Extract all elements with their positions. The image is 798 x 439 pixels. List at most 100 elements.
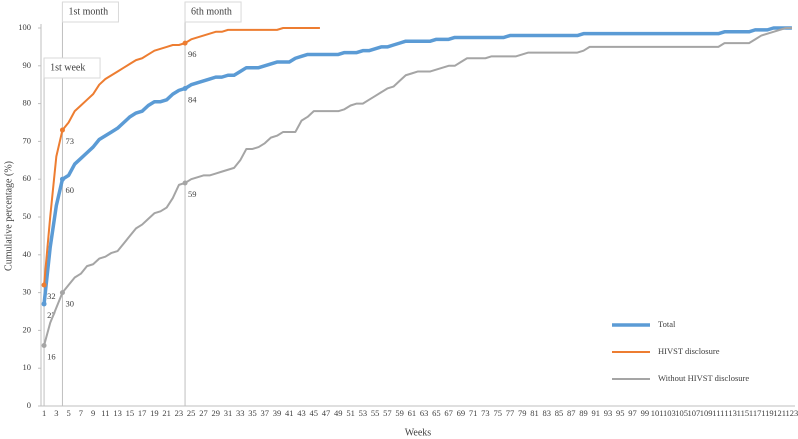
data-label: 30 (65, 299, 74, 309)
x-tick-label: 101 (651, 408, 664, 418)
point-marker (182, 85, 188, 91)
x-tick-label: 83 (542, 408, 551, 418)
point-marker (59, 127, 65, 133)
x-tick-label: 3 (54, 408, 58, 418)
x-tick-label: 57 (383, 408, 392, 418)
x-tick-label: 105 (675, 408, 688, 418)
x-tick-label: 111 (712, 408, 724, 418)
data-label: 73 (65, 136, 74, 146)
x-tick-label: 115 (737, 408, 749, 418)
x-tick-label: 107 (687, 408, 700, 418)
point-marker (182, 180, 188, 186)
x-tick-label: 33 (236, 408, 245, 418)
x-tick-label: 65 (432, 408, 441, 418)
y-tick-label: 50 (23, 211, 32, 221)
data-label: 16 (47, 351, 56, 361)
x-tick-label: 9 (91, 408, 95, 418)
x-tick-label: 37 (260, 408, 269, 418)
x-tick-label: 21 (162, 408, 171, 418)
data-label: 84 (188, 94, 197, 104)
x-tick-label: 71 (469, 408, 478, 418)
point-marker (41, 282, 47, 288)
x-tick-label: 25 (187, 408, 196, 418)
legend-label: Total (658, 319, 676, 329)
x-tick-label: 59 (395, 408, 404, 418)
y-tick-label: 70 (23, 135, 32, 145)
x-tick-label: 85 (555, 408, 564, 418)
legend-label: Without HIVST disclosure (658, 373, 749, 383)
x-tick-label: 55 (371, 408, 380, 418)
x-tick-label: 47 (322, 408, 331, 418)
x-tick-label: 95 (616, 408, 625, 418)
x-tick-label: 15 (126, 408, 135, 418)
x-tick-label: 81 (530, 408, 539, 418)
x-tick-label: 63 (420, 408, 429, 418)
y-tick-label: 10 (23, 362, 32, 372)
x-tick-label: 23 (175, 408, 184, 418)
point-marker (59, 176, 65, 182)
x-tick-label: 27 (199, 408, 208, 418)
y-tick-label: 30 (23, 287, 32, 297)
x-tick-label: 67 (444, 408, 453, 418)
x-tick-label: 93 (604, 408, 613, 418)
x-tick-label: 113 (724, 408, 736, 418)
data-label: 32 (47, 291, 56, 301)
y-tick-label: 0 (27, 400, 31, 410)
point-marker (59, 290, 65, 296)
point-marker (41, 301, 47, 307)
x-tick-label: 7 (79, 408, 83, 418)
annotation-text: 1st week (50, 62, 85, 73)
series-line (43, 27, 320, 286)
x-tick-label: 17 (138, 408, 147, 418)
x-tick-label: 97 (628, 408, 637, 418)
x-axis-label: Weeks (405, 427, 432, 438)
series-line (43, 27, 792, 346)
x-tick-label: 77 (506, 408, 515, 418)
x-tick-label: 11 (101, 408, 109, 418)
x-tick-label: 1 (42, 408, 46, 418)
x-tick-label: 45 (310, 408, 319, 418)
x-tick-label: 31 (224, 408, 233, 418)
y-axis-label: Cumulative percentage (%) (3, 161, 14, 271)
x-tick-label: 41 (285, 408, 294, 418)
x-tick-label: 69 (457, 408, 466, 418)
x-tick-label: 75 (493, 408, 502, 418)
annotation-text: 6th month (191, 6, 232, 17)
y-tick-label: 80 (23, 98, 32, 108)
x-tick-label: 109 (700, 408, 713, 418)
x-tick-label: 39 (273, 408, 282, 418)
x-tick-label: 99 (641, 408, 650, 418)
x-tick-label: 35 (248, 408, 257, 418)
annotation-box (61, 1, 119, 23)
x-tick-label: 53 (359, 408, 368, 418)
point-marker (182, 40, 188, 46)
x-tick-label: 61 (408, 408, 417, 418)
x-tick-label: 103 (663, 408, 676, 418)
x-tick-label: 51 (346, 408, 355, 418)
data-label: 27 (47, 310, 56, 320)
y-tick-label: 60 (23, 173, 32, 183)
point-marker (41, 343, 47, 349)
annotation-box (184, 1, 242, 23)
y-tick-label: 40 (23, 249, 32, 259)
data-label: 60 (65, 185, 74, 195)
x-tick-label: 119 (761, 408, 773, 418)
data-label: 59 (188, 189, 197, 199)
x-tick-label: 13 (113, 408, 122, 418)
legend-label: HIVST disclosure (658, 346, 720, 356)
x-tick-label: 29 (211, 408, 220, 418)
x-tick-label: 123 (786, 408, 798, 418)
x-tick-label: 43 (297, 408, 306, 418)
x-tick-label: 79 (518, 408, 527, 418)
x-tick-label: 5 (66, 408, 70, 418)
data-label: 96 (188, 49, 197, 59)
x-tick-label: 19 (150, 408, 159, 418)
x-tick-label: 73 (481, 408, 490, 418)
x-tick-label: 87 (567, 408, 576, 418)
series-line (42, 26, 792, 305)
x-tick-label: 117 (749, 408, 761, 418)
y-tick-label: 90 (23, 60, 32, 70)
x-tick-label: 49 (334, 408, 343, 418)
y-tick-label: 100 (18, 22, 31, 32)
